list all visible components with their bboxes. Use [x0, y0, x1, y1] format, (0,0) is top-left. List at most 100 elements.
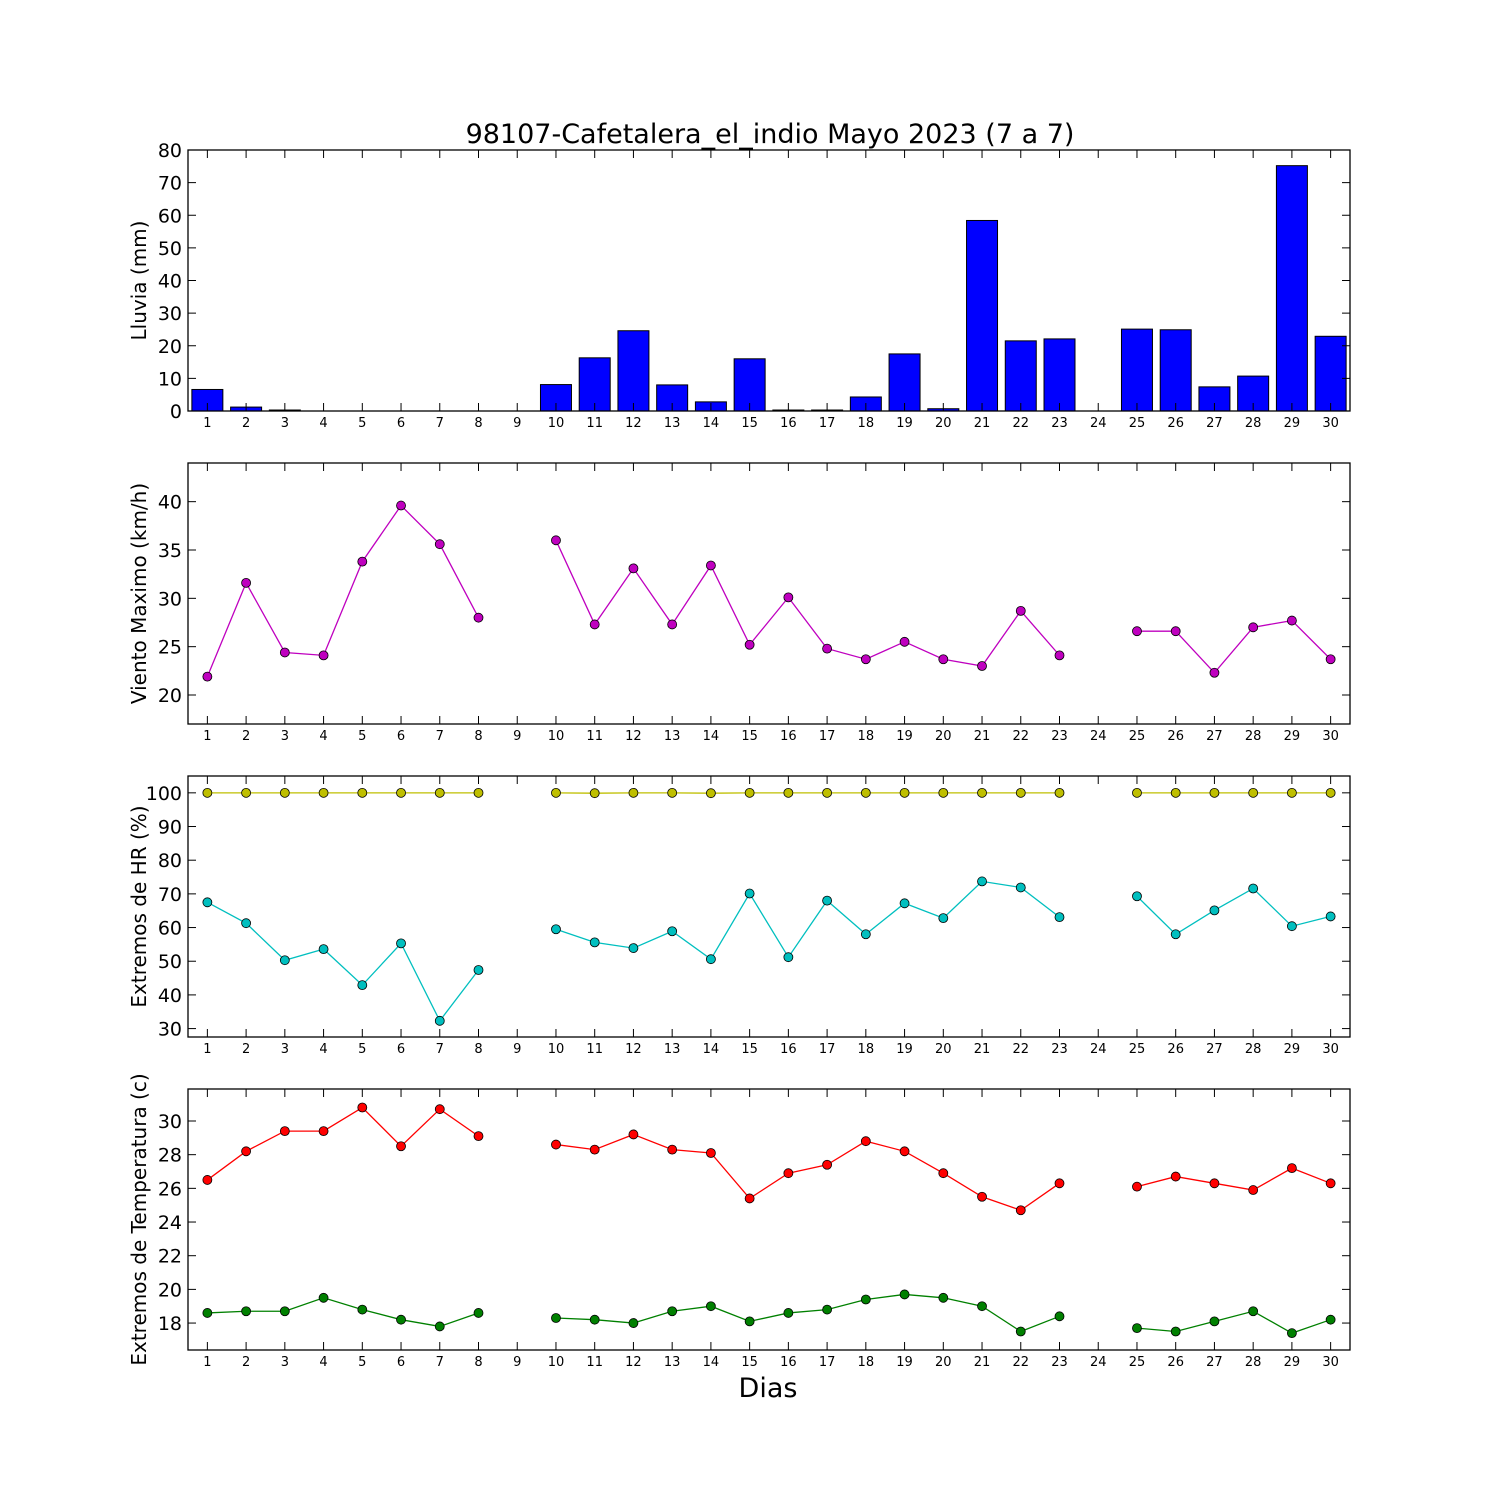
wind-series-1-point-day-14 [706, 561, 715, 570]
temperature-series-2-point-day-29 [1287, 1329, 1296, 1338]
wind-series-1-point-day-16 [784, 593, 793, 602]
humidity-xtick-label: 26 [1167, 1042, 1184, 1057]
wind-xtick-label: 4 [319, 729, 327, 744]
rain-bar-day-23 [1044, 339, 1075, 411]
rain-xtick-label: 29 [1284, 416, 1301, 431]
humidity-series-2-point-day-13 [668, 927, 677, 936]
humidity-xtick-label: 17 [819, 1042, 836, 1057]
humidity-series-2-point-day-21 [978, 877, 987, 886]
wind-series-1-point-day-27 [1210, 668, 1219, 677]
humidity-series-1-point-day-18 [861, 788, 870, 797]
humidity-ytick-label: 40 [158, 985, 182, 1007]
temperature-series-1-point-day-2 [242, 1147, 251, 1156]
temperature-ytick-label: 30 [158, 1111, 182, 1133]
temperature-series-1-point-day-20 [939, 1169, 948, 1178]
temperature-series-1-point-day-16 [784, 1169, 793, 1178]
humidity-xtick-label: 18 [858, 1042, 875, 1057]
temperature-series-1-point-day-12 [629, 1130, 638, 1139]
temperature-xtick-label: 9 [513, 1355, 521, 1370]
humidity-xtick-label: 13 [664, 1042, 681, 1057]
rain-xtick-label: 25 [1129, 416, 1146, 431]
humidity-xtick-label: 21 [974, 1042, 991, 1057]
rain-xtick-label: 2 [242, 416, 250, 431]
temperature-series-2-point-day-11 [590, 1315, 599, 1324]
rain-ytick-label: 80 [158, 140, 182, 162]
rain-xtick-label: 5 [358, 416, 366, 431]
humidity-series-1-point-day-28 [1249, 788, 1258, 797]
wind-xtick-label: 24 [1090, 729, 1107, 744]
temperature-ytick-label: 20 [158, 1279, 182, 1301]
temperature-series-1-line-1 [207, 1108, 478, 1180]
wind-series-1-point-day-19 [900, 637, 909, 646]
humidity-series-2-point-day-25 [1132, 892, 1141, 901]
humidity-series-1-point-day-4 [319, 788, 328, 797]
humidity-xtick-label: 24 [1090, 1042, 1107, 1057]
temperature-ytick-label: 28 [158, 1145, 182, 1167]
temperature-series-1-point-day-1 [203, 1175, 212, 1184]
temperature-xtick-label: 4 [319, 1355, 327, 1370]
wind-series-1-point-day-2 [242, 578, 251, 587]
humidity-series-2-point-day-23 [1055, 913, 1064, 922]
humidity-series-1-point-day-21 [978, 788, 987, 797]
rain-xtick-label: 16 [780, 416, 797, 431]
humidity-series-1-point-day-22 [1016, 788, 1025, 797]
wind-series-1-line-2 [556, 540, 1060, 666]
wind-series-1-point-day-22 [1016, 606, 1025, 615]
temperature-series-2-point-day-16 [784, 1308, 793, 1317]
humidity-series-1-point-day-27 [1210, 788, 1219, 797]
temperature-series-1-point-day-25 [1132, 1182, 1141, 1191]
humidity-xtick-label: 2 [242, 1042, 250, 1057]
wind-series-1-point-day-5 [358, 557, 367, 566]
humidity-xtick-label: 8 [474, 1042, 482, 1057]
temperature-xtick-label: 15 [741, 1355, 758, 1370]
temperature-xtick-label: 17 [819, 1355, 836, 1370]
wind-series-1-point-day-20 [939, 655, 948, 664]
wind-xtick-label: 15 [741, 729, 758, 744]
humidity-series-2-point-day-30 [1326, 912, 1335, 921]
humidity-series-1-point-day-6 [397, 788, 406, 797]
temperature-xtick-label: 30 [1322, 1355, 1339, 1370]
temperature-series-1-point-day-6 [397, 1142, 406, 1151]
rain-ytick-label: 70 [158, 173, 182, 195]
humidity-xtick-label: 22 [1012, 1042, 1029, 1057]
temperature-xtick-label: 16 [780, 1355, 797, 1370]
temperature-series-2-point-day-20 [939, 1293, 948, 1302]
wind-series-1-point-day-1 [203, 672, 212, 681]
humidity-series-1-point-day-15 [745, 788, 754, 797]
humidity-series-1-point-day-5 [358, 788, 367, 797]
rain-xtick-label: 28 [1245, 416, 1262, 431]
temperature-series-2-point-day-1 [203, 1308, 212, 1317]
temperature-xtick-label: 26 [1167, 1355, 1184, 1370]
wind-xtick-label: 3 [281, 729, 289, 744]
temperature-series-1-point-day-28 [1249, 1186, 1258, 1195]
wind-ytick-label: 30 [158, 588, 182, 610]
humidity-series-1-point-day-7 [435, 788, 444, 797]
humidity-series-1-point-day-20 [939, 788, 948, 797]
rain-xtick-label: 4 [319, 416, 327, 431]
rain-ytick-label: 60 [158, 205, 182, 227]
humidity-series-1-point-day-23 [1055, 788, 1064, 797]
rain-ytick-label: 40 [158, 271, 182, 293]
wind-xtick-label: 12 [625, 729, 642, 744]
wind-axes-frame [188, 463, 1350, 724]
temperature-series-2-point-day-10 [551, 1314, 560, 1323]
temperature-xtick-label: 3 [281, 1355, 289, 1370]
rain-xtick-label: 19 [896, 416, 913, 431]
rain-bar-day-12 [618, 331, 649, 411]
humidity-ytick-label: 80 [158, 850, 182, 872]
wind-xtick-label: 25 [1129, 729, 1146, 744]
humidity-series-2-point-day-4 [319, 945, 328, 954]
temperature-xtick-label: 18 [858, 1355, 875, 1370]
humidity-series-1-point-day-3 [280, 788, 289, 797]
humidity-xtick-label: 16 [780, 1042, 797, 1057]
temperature-series-1-point-day-26 [1171, 1172, 1180, 1181]
temperature-series-1-point-day-11 [590, 1145, 599, 1154]
humidity-series-2-point-day-7 [435, 1016, 444, 1025]
wind-series-1-point-day-13 [668, 620, 677, 629]
rain-bar-day-19 [889, 354, 920, 411]
humidity-series-2-point-day-12 [629, 944, 638, 953]
rain-xtick-label: 22 [1012, 416, 1029, 431]
temperature-series-2-point-day-12 [629, 1319, 638, 1328]
